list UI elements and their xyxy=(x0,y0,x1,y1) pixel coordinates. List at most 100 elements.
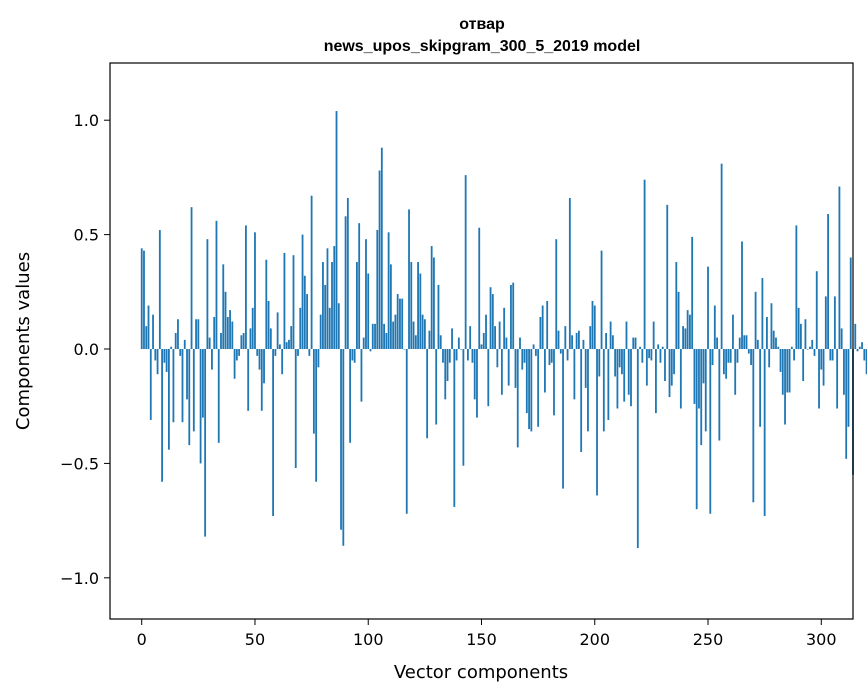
bar-33 xyxy=(215,220,218,350)
y-axis-label: Components values xyxy=(13,252,34,430)
x-tick-label: 250 xyxy=(693,630,724,649)
bar-240 xyxy=(684,328,687,350)
x-tick-label: 300 xyxy=(806,630,837,649)
bar-22 xyxy=(190,207,193,350)
bar-177 xyxy=(541,305,544,349)
bar-288 xyxy=(793,349,796,361)
bar-67 xyxy=(292,255,295,350)
bar-10 xyxy=(163,349,166,363)
y-tick-label: 0.0 xyxy=(74,340,99,359)
bar-69 xyxy=(297,349,299,356)
bar-276 xyxy=(766,316,768,350)
bar-95 xyxy=(356,262,358,350)
bar-316 xyxy=(856,349,859,352)
bar-227 xyxy=(655,349,657,414)
x-tick-label: 100 xyxy=(353,630,384,649)
bar-35 xyxy=(220,332,222,350)
bar-277 xyxy=(768,349,771,368)
bar-191 xyxy=(573,349,576,400)
bar-41 xyxy=(233,349,236,379)
bar-57 xyxy=(269,328,272,350)
bar-47 xyxy=(247,349,250,411)
bar-139 xyxy=(455,349,458,361)
bar-308 xyxy=(838,186,841,350)
bar-102 xyxy=(371,323,374,350)
bar-8 xyxy=(158,230,161,350)
bar-186 xyxy=(562,349,564,489)
bar-203 xyxy=(600,250,603,350)
bar-307 xyxy=(836,349,839,409)
bar-295 xyxy=(809,346,811,350)
bar-19 xyxy=(183,339,186,350)
bar-54 xyxy=(263,349,265,384)
bar-269 xyxy=(750,349,752,366)
bar-168 xyxy=(521,349,524,370)
bar-300 xyxy=(820,349,823,370)
bar-106 xyxy=(380,147,383,350)
bar-302 xyxy=(824,296,827,350)
bar-174 xyxy=(534,349,537,356)
bar-64 xyxy=(285,342,288,349)
bar-109 xyxy=(387,232,390,350)
bar-134 xyxy=(444,349,447,400)
bar-107 xyxy=(383,323,385,350)
bar-121 xyxy=(414,335,417,350)
bar-40 xyxy=(231,321,234,350)
bar-252 xyxy=(711,349,714,366)
bar-305 xyxy=(831,349,834,361)
bar-283 xyxy=(781,349,784,395)
bar-263 xyxy=(736,349,739,363)
bar-82 xyxy=(326,248,329,349)
bar-256 xyxy=(720,163,723,349)
bar-318 xyxy=(861,342,863,349)
bar-310 xyxy=(843,349,845,395)
bar-202 xyxy=(598,349,601,377)
bar-49 xyxy=(251,307,254,350)
bar-223 xyxy=(645,349,648,386)
bar-261 xyxy=(732,314,734,350)
bar-125 xyxy=(423,319,426,349)
bar-166 xyxy=(516,349,519,448)
bar-248 xyxy=(702,349,705,384)
bar-254 xyxy=(716,337,718,350)
bar-51 xyxy=(256,349,259,356)
bar-1 xyxy=(143,250,145,350)
bar-230 xyxy=(661,346,664,350)
bar-266 xyxy=(743,335,746,350)
bar-320 xyxy=(865,349,867,375)
bar-3 xyxy=(147,305,150,349)
bar-146 xyxy=(471,349,474,363)
bar-278 xyxy=(770,303,773,350)
bar-46 xyxy=(245,225,247,350)
bar-78 xyxy=(317,349,320,368)
bar-105 xyxy=(378,170,381,350)
bar-141 xyxy=(460,349,463,350)
bar-65 xyxy=(288,339,290,350)
bar-311 xyxy=(845,349,848,459)
bar-197 xyxy=(587,349,589,432)
bar-60 xyxy=(276,312,279,350)
bar-28 xyxy=(204,349,207,537)
bar-122 xyxy=(417,262,419,350)
bar-218 xyxy=(634,337,637,350)
bar-268 xyxy=(747,349,750,354)
bar-18 xyxy=(181,349,184,423)
bar-31 xyxy=(211,349,213,370)
bar-225 xyxy=(650,349,653,361)
bar-272 xyxy=(756,339,759,350)
bar-136 xyxy=(448,349,451,363)
bar-72 xyxy=(303,275,306,350)
bar-123 xyxy=(419,273,422,350)
bar-213 xyxy=(623,349,626,402)
bar-309 xyxy=(840,328,843,350)
bar-315 xyxy=(854,323,857,350)
y-tick-label: −1.0 xyxy=(60,569,99,588)
bar-214 xyxy=(625,321,628,350)
bar-50 xyxy=(254,232,256,350)
bar-183 xyxy=(555,239,558,350)
bar-180 xyxy=(548,349,551,366)
bar-92 xyxy=(349,349,352,443)
bar-97 xyxy=(360,349,363,402)
bar-291 xyxy=(799,323,802,350)
